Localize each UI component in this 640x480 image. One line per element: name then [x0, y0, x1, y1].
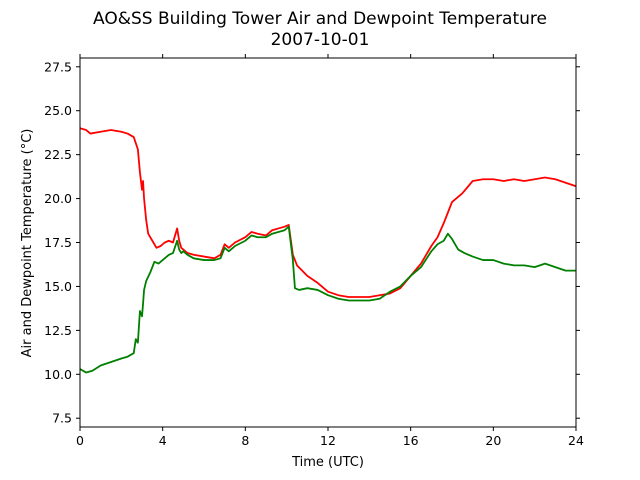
x-tick-label: 8 [241, 433, 249, 448]
series-line-1 [79, 127, 577, 298]
x-tick-label: 0 [76, 433, 84, 448]
y-tick-label: 10.0 [44, 367, 72, 382]
series-line-2 [79, 225, 576, 374]
series-layer [79, 127, 577, 374]
y-tick-label: 22.5 [44, 147, 72, 162]
y-axis-label: Air and Dewpoint Temperature (°C) [20, 129, 35, 358]
y-tick-label: 20.0 [44, 191, 72, 206]
x-tick-label: 24 [568, 433, 584, 448]
y-tick-label: 27.5 [44, 59, 72, 74]
x-tick-label: 4 [159, 433, 167, 448]
x-axis: 0 4 8 12 16 20 24 [76, 54, 584, 448]
x-tick-label: 12 [320, 433, 336, 448]
y-axis: 7.5 10.0 12.5 15.0 17.5 20.0 22.5 25.0 27.5 [44, 59, 580, 426]
chart-title: AO&SS Building Tower Air and Dewpoint Te… [93, 9, 547, 29]
x-axis-label: Time (UTC) [291, 455, 364, 470]
y-tick-label: 17.5 [44, 235, 72, 250]
x-tick-label: 20 [485, 433, 501, 448]
chart-subtitle: 2007-10-01 [271, 30, 370, 50]
y-tick-label: 7.5 [52, 411, 72, 426]
y-tick-label: 15.0 [44, 279, 72, 294]
y-tick-label: 25.0 [44, 103, 72, 118]
y-tick-label: 12.5 [44, 323, 72, 338]
x-tick-label: 16 [403, 433, 419, 448]
